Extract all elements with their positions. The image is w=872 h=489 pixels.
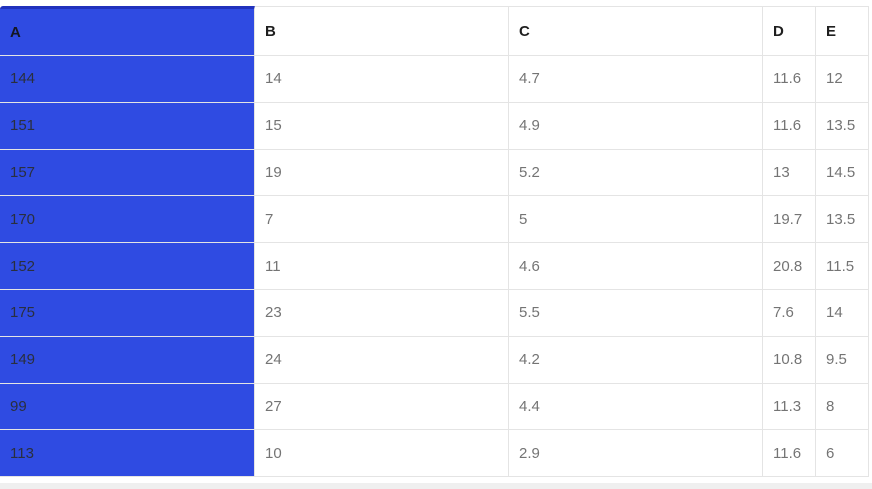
cell-c-5[interactable]: 5.5 <box>509 289 763 337</box>
cell-a-7[interactable]: 99 <box>0 383 255 431</box>
cell-a-5[interactable]: 175 <box>0 289 255 337</box>
cell-a-8[interactable]: 113 <box>0 430 255 478</box>
cell-a-2[interactable]: 157 <box>0 149 255 197</box>
cell-d-1[interactable]: 11.6 <box>763 102 816 150</box>
cell-b-2[interactable]: 19 <box>255 149 509 197</box>
cell-b-4[interactable]: 11 <box>255 243 509 290</box>
cell-b-7[interactable]: 27 <box>255 383 509 431</box>
table-row: 144 14 4.7 11.6 12 <box>0 56 869 103</box>
cell-b-5[interactable]: 23 <box>255 289 509 337</box>
column-header-d[interactable]: D <box>763 6 816 56</box>
cell-e-6[interactable]: 9.5 <box>816 336 869 384</box>
cell-d-8[interactable]: 11.6 <box>763 430 816 478</box>
cell-a-1[interactable]: 151 <box>0 102 255 150</box>
cell-a-0[interactable]: 144 <box>0 56 255 103</box>
table-row: 151 15 4.9 11.6 13.5 <box>0 102 869 150</box>
cell-b-8[interactable]: 10 <box>255 430 509 478</box>
table-row: 113 10 2.9 11.6 6 <box>0 430 869 478</box>
cell-c-3[interactable]: 5 <box>509 196 763 244</box>
cell-a-6[interactable]: 149 <box>0 336 255 384</box>
column-header-b[interactable]: B <box>255 6 509 56</box>
cell-e-4[interactable]: 11.5 <box>816 243 869 290</box>
cell-a-4[interactable]: 152 <box>0 243 255 290</box>
column-header-c[interactable]: C <box>509 6 763 56</box>
table-row: 170 7 5 19.7 13.5 <box>0 196 869 244</box>
table-bottom-edge-strip <box>0 483 872 489</box>
table-row: 152 11 4.6 20.8 11.5 <box>0 243 869 290</box>
cell-a-3[interactable]: 170 <box>0 196 255 244</box>
table-row: 175 23 5.5 7.6 14 <box>0 289 869 337</box>
table-row: 149 24 4.2 10.8 9.5 <box>0 336 869 384</box>
cell-e-1[interactable]: 13.5 <box>816 102 869 150</box>
cell-d-6[interactable]: 10.8 <box>763 336 816 384</box>
cell-d-5[interactable]: 7.6 <box>763 289 816 337</box>
cell-e-8[interactable]: 6 <box>816 430 869 478</box>
cell-c-8[interactable]: 2.9 <box>509 430 763 478</box>
cell-e-2[interactable]: 14.5 <box>816 149 869 197</box>
table-body: 144 14 4.7 11.6 12 151 15 4.9 11.6 13.5 157 19 5.2 13… <box>0 56 869 478</box>
cell-c-6[interactable]: 4.2 <box>509 336 763 384</box>
cell-e-7[interactable]: 8 <box>816 383 869 431</box>
cell-b-6[interactable]: 24 <box>255 336 509 384</box>
column-header-e[interactable]: E <box>816 6 869 56</box>
table-row: 157 19 5.2 13 14.5 <box>0 149 869 197</box>
cell-d-3[interactable]: 19.7 <box>763 196 816 244</box>
cell-c-4[interactable]: 4.6 <box>509 243 763 290</box>
cell-e-5[interactable]: 14 <box>816 289 869 337</box>
cell-d-4[interactable]: 20.8 <box>763 243 816 290</box>
cell-d-7[interactable]: 11.3 <box>763 383 816 431</box>
cell-e-0[interactable]: 12 <box>816 56 869 103</box>
cell-c-0[interactable]: 4.7 <box>509 56 763 103</box>
table-row: 99 27 4.4 11.3 8 <box>0 383 869 431</box>
column-header-a[interactable]: A <box>0 6 255 56</box>
cell-c-7[interactable]: 4.4 <box>509 383 763 431</box>
cell-c-1[interactable]: 4.9 <box>509 102 763 150</box>
cell-e-3[interactable]: 13.5 <box>816 196 869 244</box>
cell-c-2[interactable]: 5.2 <box>509 149 763 197</box>
cell-d-0[interactable]: 11.6 <box>763 56 816 103</box>
cell-b-1[interactable]: 15 <box>255 102 509 150</box>
cell-b-0[interactable]: 14 <box>255 56 509 103</box>
cell-b-3[interactable]: 7 <box>255 196 509 244</box>
cell-d-2[interactable]: 13 <box>763 149 816 197</box>
